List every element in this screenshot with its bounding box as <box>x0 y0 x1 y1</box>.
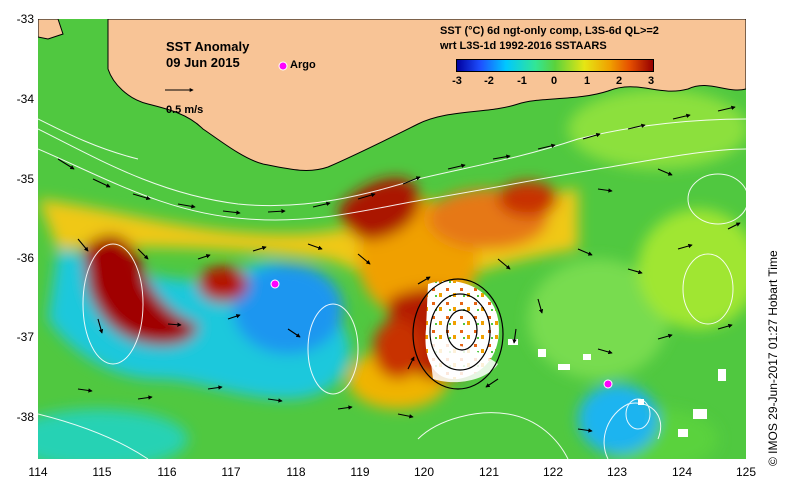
colorbar-tick: -1 <box>517 75 527 87</box>
vector-scale-label: 0.5 m/s <box>166 104 204 116</box>
y-tick-label: -34 <box>16 92 34 106</box>
x-tick-label: 120 <box>413 465 435 479</box>
x-tick-label: 122 <box>542 465 564 479</box>
land-mass <box>107 19 746 171</box>
y-tick-label: -37 <box>16 330 34 344</box>
anomaly-field <box>38 89 746 459</box>
x-tick-label: 121 <box>478 465 500 479</box>
map-title: SST Anomaly <box>166 39 250 54</box>
land-mass-west <box>38 19 64 40</box>
x-tick-label: 118 <box>286 465 306 479</box>
x-tick-label: 115 <box>92 465 112 479</box>
x-tick-label: 124 <box>671 465 693 479</box>
colorbar <box>456 59 654 72</box>
colorbar-tick: -2 <box>484 75 494 87</box>
imos-credit: © IMOS 29-Jun-2017 01:27 Hobart Time <box>766 250 780 466</box>
sst-map-canvas <box>38 19 746 459</box>
x-tick-label: 117 <box>221 465 241 479</box>
argo-float-marker[interactable] <box>603 379 613 389</box>
x-tick-label: 125 <box>735 465 757 479</box>
y-tick-label: -33 <box>16 12 34 26</box>
colorbar-tick: -3 <box>452 75 462 87</box>
sst-map <box>38 19 746 459</box>
x-tick-label: 123 <box>606 465 628 479</box>
product-line-1: SST (°C) 6d ngt-only comp, L3S-6d QL>=2 <box>440 25 659 37</box>
argo-markers <box>270 279 613 389</box>
argo-legend-marker <box>278 61 288 71</box>
colorbar-tick: 0 <box>550 75 558 87</box>
colorbar-tick: 1 <box>583 75 591 87</box>
product-line-2: wrt L3S-1d 1992-2016 SSTAARS <box>440 40 607 52</box>
colorbar-tick: 2 <box>615 75 623 87</box>
colorbar-tick: 3 <box>647 75 655 87</box>
missing-data-patch <box>428 339 498 383</box>
y-tick-label: -38 <box>16 410 34 424</box>
x-tick-label: 116 <box>157 465 177 479</box>
y-tick-label: -35 <box>16 172 34 186</box>
argo-legend-label: Argo <box>290 59 316 71</box>
y-tick-label: -36 <box>16 251 34 265</box>
velocity-vectors <box>57 105 741 433</box>
map-date: 09 Jun 2015 <box>166 55 240 70</box>
argo-float-marker[interactable] <box>270 279 280 289</box>
x-tick-label: 114 <box>28 465 48 479</box>
eddy-streamlines <box>412 278 504 390</box>
x-tick-label: 119 <box>350 465 370 479</box>
